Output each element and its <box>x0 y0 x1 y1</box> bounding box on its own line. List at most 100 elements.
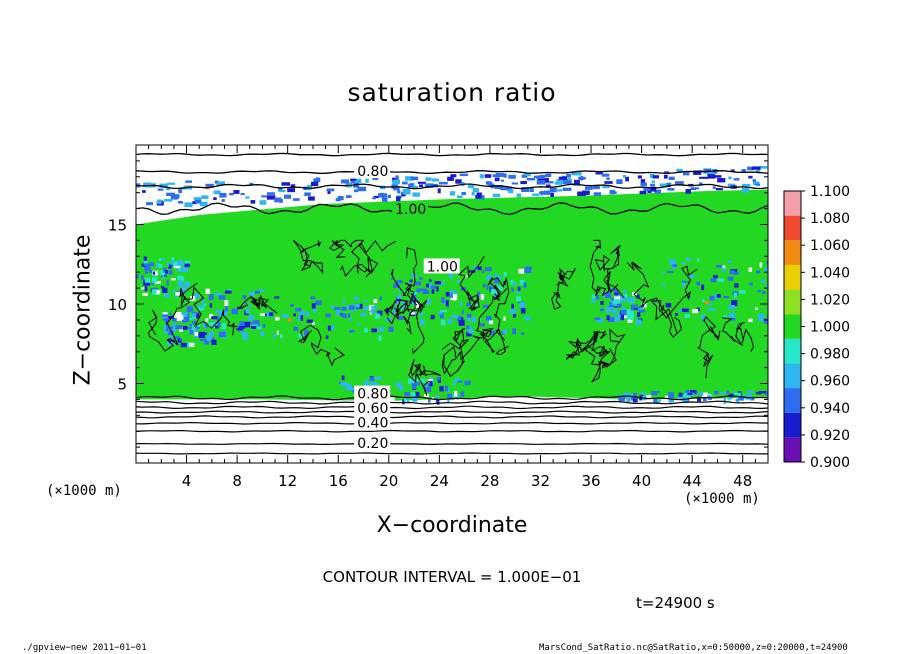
field-cell <box>249 182 254 185</box>
field-cell <box>466 317 471 321</box>
field-cell <box>650 183 655 187</box>
x-tick-label: 24 <box>430 472 449 490</box>
field-cell <box>687 281 690 284</box>
field-cell <box>249 317 253 320</box>
field-cell <box>503 316 506 321</box>
field-cell <box>584 186 593 190</box>
field-cell <box>172 318 175 321</box>
field-cell <box>457 279 460 284</box>
field-cell <box>682 171 690 176</box>
field-cell <box>706 303 712 306</box>
field-cell <box>144 286 148 292</box>
contour-line <box>136 452 768 455</box>
field-cell <box>345 384 352 390</box>
field-cell <box>153 274 158 277</box>
field-cell <box>612 316 620 322</box>
field-cell <box>236 328 243 331</box>
field-cell <box>664 395 671 399</box>
field-cell <box>668 398 675 403</box>
field-cell <box>304 329 309 336</box>
field-cell <box>765 390 768 396</box>
field-cell <box>512 314 517 318</box>
field-cell <box>726 390 730 395</box>
field-cell <box>166 192 175 196</box>
field-cell <box>446 305 449 308</box>
field-cell <box>596 294 600 300</box>
field-cell <box>310 181 319 187</box>
field-cell <box>617 295 620 298</box>
field-cell <box>497 286 504 291</box>
field-cell <box>732 390 735 395</box>
field-cell <box>685 189 691 194</box>
field-cell <box>260 331 265 337</box>
field-cell <box>606 315 610 321</box>
colorbar-swatch <box>784 338 801 364</box>
contour-line <box>441 293 501 375</box>
field-cell <box>622 306 625 312</box>
field-cell <box>154 281 161 284</box>
contour-line <box>575 330 611 366</box>
field-cell <box>431 178 439 182</box>
field-cell <box>536 175 545 179</box>
y-axis-label: Z−coordinate <box>70 234 96 386</box>
field-cell <box>684 391 690 395</box>
field-cell <box>295 307 302 312</box>
contour-line <box>591 328 626 383</box>
field-cell <box>650 186 657 192</box>
field-cell <box>490 288 498 295</box>
colorbar-swatch <box>784 388 801 413</box>
field-cell <box>457 315 462 322</box>
field-cell <box>233 190 240 194</box>
chart-title: saturation ratio <box>347 78 557 107</box>
field-cell <box>419 311 424 317</box>
field-cell <box>412 396 418 402</box>
field-cell <box>598 317 604 323</box>
field-cell <box>562 187 572 191</box>
field-cell <box>435 398 438 404</box>
contour-line <box>136 410 768 414</box>
field-cell <box>471 191 475 196</box>
field-cell <box>216 316 220 323</box>
contour-line <box>340 240 397 277</box>
field-cell <box>450 293 458 300</box>
field-cell <box>193 293 200 299</box>
contour-label-bg <box>354 399 391 415</box>
field-cell <box>276 330 279 335</box>
field-cell <box>487 274 493 281</box>
field-cell <box>205 318 209 322</box>
field-cell <box>160 269 164 276</box>
field-cell <box>205 324 209 328</box>
field-cell <box>187 312 190 318</box>
field-cell <box>206 335 212 341</box>
field-cell <box>388 326 394 333</box>
field-cell <box>661 271 665 274</box>
field-cell <box>173 261 179 268</box>
field-cell <box>508 189 514 194</box>
field-cell <box>614 292 619 295</box>
field-cell <box>165 186 171 191</box>
field-cell <box>172 323 177 328</box>
field-cell <box>613 309 616 315</box>
field-cell <box>605 306 613 313</box>
field-cell <box>657 397 662 402</box>
field-cell <box>397 190 401 194</box>
field-cell <box>676 168 683 172</box>
field-cell <box>197 305 204 308</box>
field-cell <box>213 190 221 195</box>
field-cell <box>171 257 175 264</box>
field-cell <box>167 316 174 319</box>
field-cell <box>508 174 516 179</box>
field-cell <box>699 391 704 396</box>
colorbar-swatch <box>784 412 801 438</box>
field-cell <box>458 319 465 326</box>
contour-label: 1.00 <box>395 202 426 218</box>
field-cell <box>354 296 359 300</box>
field-cell <box>545 184 551 187</box>
colorbar-label: 1.100 <box>810 184 850 200</box>
field-cell <box>476 192 482 197</box>
field-cell <box>662 282 665 287</box>
field-cell <box>684 314 690 318</box>
field-cell <box>194 199 202 204</box>
field-cell <box>593 192 602 196</box>
field-cell <box>293 326 299 331</box>
